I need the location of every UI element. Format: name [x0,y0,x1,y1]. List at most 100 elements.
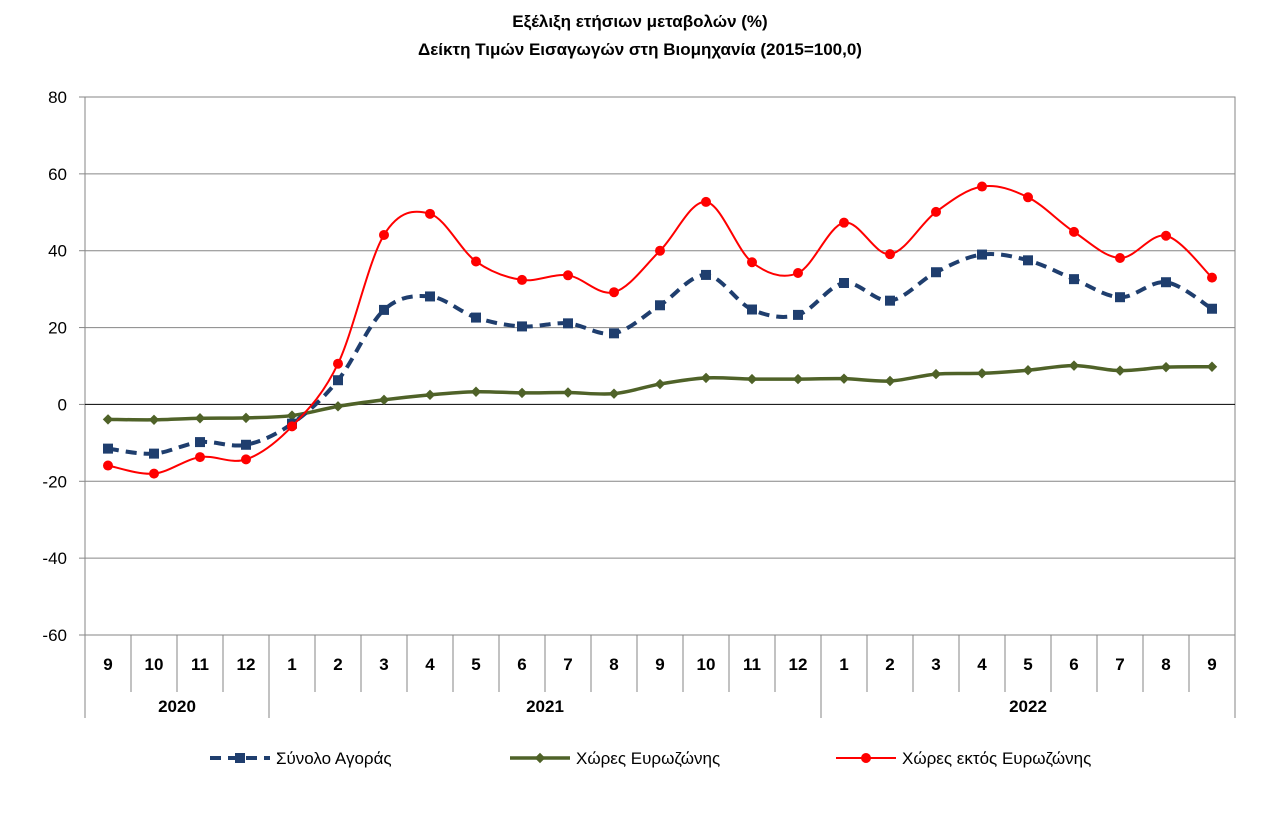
data-point [516,387,528,399]
x-tick-label: 11 [743,655,761,674]
legend-label: Χώρες εκτός Ευρωζώνης [902,749,1091,768]
data-point [1207,303,1217,314]
x-tick-label: 6 [1069,655,1078,674]
series-line [107,184,1213,475]
data-point [1160,361,1172,373]
data-point [471,256,481,267]
y-tick-label: 80 [48,88,67,107]
x-tick-label: 2 [333,655,342,674]
data-point [793,268,803,279]
series-2 [102,360,1218,426]
series-line [107,252,1214,456]
x-tick-label: 4 [425,655,435,674]
data-point [700,372,712,384]
data-point [333,375,343,386]
series-line [107,363,1213,422]
data-point [792,373,804,385]
data-point [471,312,481,323]
data-point [240,412,252,424]
x-tick-label: 5 [471,655,480,674]
series-1 [103,249,1217,459]
y-tick-label: 20 [48,319,67,338]
x-tick-label: 7 [1115,655,1124,674]
plot-area-border [84,96,1236,636]
data-point [148,414,160,426]
data-point [977,249,987,260]
data-point [149,448,159,459]
data-point [1023,255,1033,266]
x-tick-label: 8 [609,655,618,674]
data-point [241,439,251,450]
x-tick-label: 12 [789,655,808,674]
y-tick-label: -60 [42,626,67,645]
data-point [931,206,941,217]
data-point [379,304,389,315]
data-point [1022,365,1034,376]
data-point [241,454,251,465]
x-tick-label: 9 [103,655,112,674]
data-point [701,196,711,207]
year-label: 2021 [526,697,564,716]
x-tick-label: 9 [655,655,664,674]
year-label: 2022 [1009,697,1047,716]
data-point [1161,230,1171,241]
data-point [194,413,206,424]
data-point [701,269,711,280]
data-point [424,389,436,401]
data-point [379,229,389,240]
chart-subtitle: Δείκτη Τιμών Εισαγωγών στη Βιομηχανία (2… [418,40,862,59]
legend-marker [534,752,546,764]
x-tick-label: 1 [287,655,296,674]
data-point [287,421,297,432]
x-tick-label: 3 [379,655,388,674]
x-tick-label: 10 [145,655,164,674]
data-point [1069,274,1079,285]
legend-marker [861,753,871,763]
data-point [102,414,114,425]
legend-item-1: Σύνολο Αγοράς [210,749,392,768]
data-point [1114,365,1126,376]
data-point [1115,253,1125,264]
data-point [609,328,619,339]
x-tick-label: 9 [1207,655,1216,674]
data-point [654,378,666,390]
series-3 [103,181,1217,479]
data-point [885,295,895,306]
data-point [608,388,620,399]
data-point [103,443,113,454]
series-layer [102,181,1218,479]
data-point [1069,226,1079,237]
data-point [1207,272,1217,283]
data-point [1161,277,1171,288]
x-tick-label: 2 [885,655,894,674]
data-point [839,217,849,228]
legend-item-3: Χώρες εκτός Ευρωζώνης [836,749,1091,768]
data-point [332,401,344,412]
data-point [1206,361,1218,372]
data-point [976,368,988,379]
data-point [655,300,665,311]
data-point [195,437,205,448]
data-point [425,208,435,219]
data-point [470,386,482,397]
y-tick-label: -40 [42,549,67,568]
data-point [930,368,942,380]
x-tick-label: 6 [517,655,526,674]
data-point [655,245,665,256]
data-point [425,291,435,302]
legend: Σύνολο Αγοράς Χώρες Ευρωζώνης Χώρες εκτός … [210,749,1091,768]
data-point [378,394,390,406]
data-point [977,181,987,192]
legend-marker [235,753,245,763]
y-tick-label: 60 [48,165,67,184]
x-tick-label: 11 [191,655,209,674]
x-tick-label: 1 [839,655,848,674]
x-tick-label: 8 [1161,655,1170,674]
x-tick-label: 12 [237,655,256,674]
data-point [1115,292,1125,303]
legend-item-2: Χώρες Ευρωζώνης [510,749,720,768]
data-point [103,460,113,471]
legend-label: Χώρες Ευρωζώνης [576,749,720,768]
